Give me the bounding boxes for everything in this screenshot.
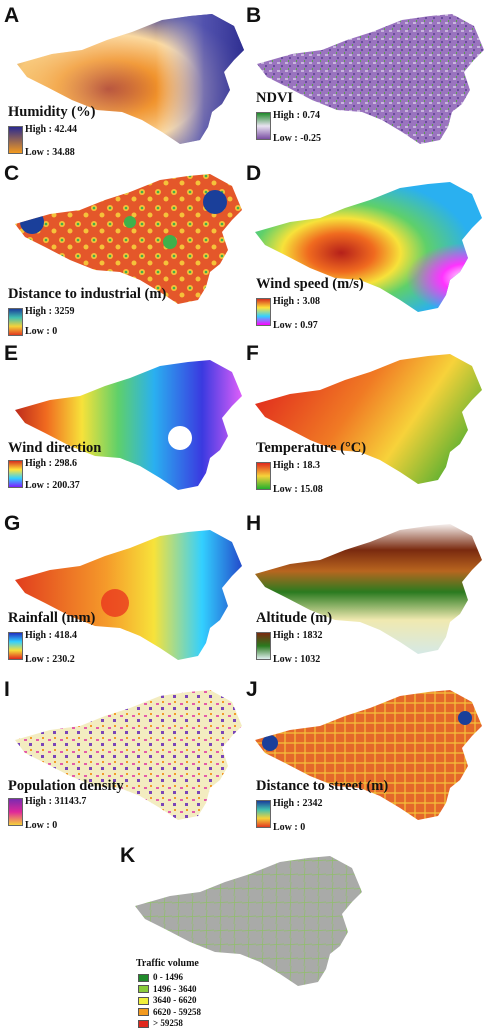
legend-low: Low : 15.08 bbox=[273, 484, 323, 495]
legend-gradient bbox=[8, 798, 23, 826]
traffic-legend-item: 3640 - 6620 bbox=[138, 995, 197, 1005]
map-title: Distance to industrial (m) bbox=[8, 286, 167, 302]
traffic-legend-item: 6620 - 59258 bbox=[138, 1007, 201, 1017]
traffic-legend-item: 0 - 1496 bbox=[138, 972, 183, 982]
map-title: Temperature (°C) bbox=[256, 440, 367, 456]
traffic-legend-item: 1496 - 3640 bbox=[138, 984, 197, 994]
traffic-legend-swatch bbox=[138, 1019, 149, 1028]
traffic-legend-label: 0 - 1496 bbox=[153, 972, 183, 982]
traffic-legend-swatch bbox=[138, 973, 149, 982]
traffic-volume-map bbox=[135, 856, 362, 986]
map-title: Population density bbox=[8, 778, 124, 794]
panel-letter: H bbox=[246, 512, 262, 535]
legend-high: High : 3.08 bbox=[273, 296, 320, 307]
map-title: Altitude (m) bbox=[256, 610, 333, 626]
map-title: Distance to street (m) bbox=[256, 778, 389, 794]
map-title: NDVI bbox=[256, 90, 294, 106]
humidity-map bbox=[17, 14, 244, 144]
legend-low: Low : 1032 bbox=[273, 654, 321, 665]
traffic-legend-label: > 59258 bbox=[153, 1018, 183, 1028]
legend-gradient bbox=[8, 126, 23, 154]
distance-street-map bbox=[255, 690, 482, 820]
legend-low: Low : 0.97 bbox=[273, 320, 318, 331]
legend-title: Traffic volume bbox=[136, 958, 199, 969]
altitude-map bbox=[255, 524, 482, 654]
panel-letter: I bbox=[4, 678, 10, 701]
map-title: Wind speed (m/s) bbox=[256, 276, 364, 292]
traffic-legend-swatch bbox=[138, 1008, 149, 1017]
legend-gradient bbox=[256, 298, 271, 326]
wind-direction-map bbox=[15, 360, 242, 490]
wind-speed-map bbox=[255, 182, 482, 312]
ndvi-map bbox=[257, 14, 484, 144]
legend-low: Low : 200.37 bbox=[25, 480, 80, 491]
population-density-map bbox=[15, 690, 242, 820]
map-title: Humidity (%) bbox=[8, 104, 96, 120]
map-title: Rainfall (mm) bbox=[8, 610, 96, 626]
legend-high: High : 3259 bbox=[25, 306, 75, 317]
legend-gradient bbox=[256, 800, 271, 828]
legend-high: High : 1832 bbox=[273, 630, 323, 641]
panel-letter: G bbox=[4, 512, 21, 535]
legend-low: Low : 230.2 bbox=[25, 654, 75, 665]
legend-high: High : 298.6 bbox=[25, 458, 77, 469]
panel-letter: F bbox=[246, 342, 259, 365]
legend-gradient bbox=[8, 308, 23, 336]
distance-industrial-map bbox=[15, 174, 242, 304]
traffic-legend-item: > 59258 bbox=[138, 1018, 183, 1028]
map-title: Wind direction bbox=[8, 440, 102, 456]
traffic-legend-label: 3640 - 6620 bbox=[153, 995, 197, 1005]
legend-gradient bbox=[8, 632, 23, 660]
legend-low: Low : 0 bbox=[25, 820, 58, 831]
panel-letter: B bbox=[246, 4, 262, 27]
legend-gradient bbox=[256, 462, 271, 490]
legend-high: High : 31143.7 bbox=[25, 796, 87, 807]
legend-high: High : 42.44 bbox=[25, 124, 77, 135]
legend-high: High : 418.4 bbox=[25, 630, 77, 641]
legend-low: Low : 0 bbox=[273, 822, 306, 833]
legend-gradient bbox=[8, 460, 23, 488]
traffic-legend-swatch bbox=[138, 996, 149, 1005]
panel-letter: A bbox=[4, 4, 20, 27]
traffic-legend-swatch bbox=[138, 985, 149, 994]
legend-high: High : 2342 bbox=[273, 798, 323, 809]
panel-letter: K bbox=[120, 844, 136, 867]
rainfall-map bbox=[15, 530, 242, 660]
legend-low: Low : 0 bbox=[25, 326, 58, 337]
legend-gradient bbox=[256, 112, 271, 140]
panel-letter: D bbox=[246, 162, 262, 185]
legend-gradient bbox=[256, 632, 271, 660]
panel-letter: E bbox=[4, 342, 19, 365]
panel-letter: J bbox=[246, 678, 258, 701]
panel-letter: C bbox=[4, 162, 20, 185]
traffic-legend-label: 6620 - 59258 bbox=[153, 1006, 201, 1017]
temperature-map bbox=[255, 354, 482, 484]
traffic-legend-label: 1496 - 3640 bbox=[153, 983, 197, 994]
legend-high: High : 18.3 bbox=[273, 460, 320, 471]
legend-low: Low : 34.88 bbox=[25, 147, 75, 158]
legend-high: High : 0.74 bbox=[273, 110, 320, 121]
legend-low: Low : -0.25 bbox=[273, 133, 322, 144]
